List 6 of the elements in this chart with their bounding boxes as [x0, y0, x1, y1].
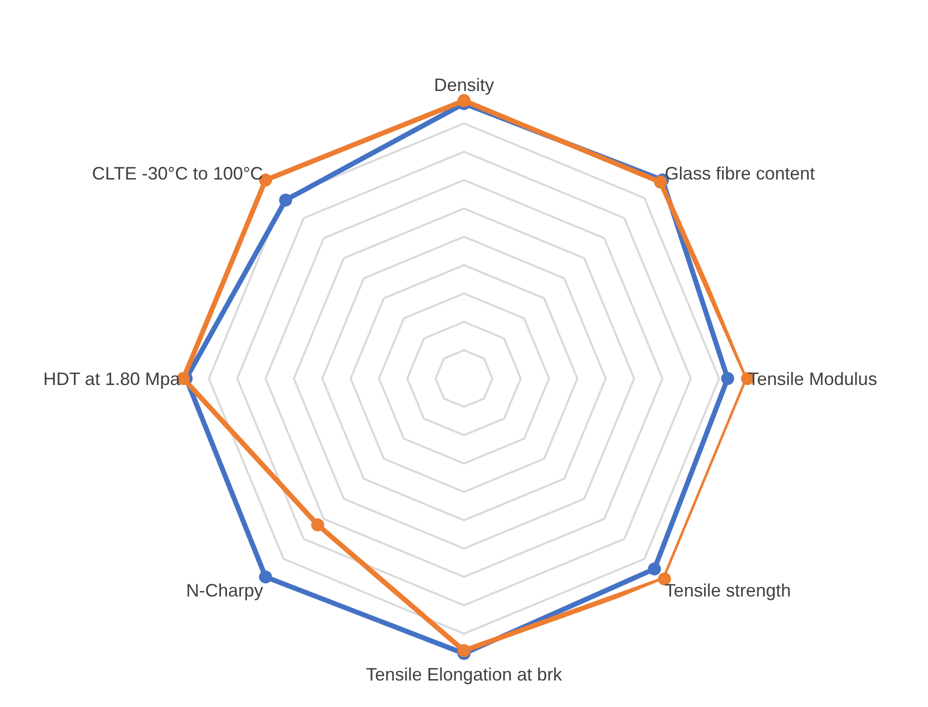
- spoke-label: CLTE -30°C to 100°C: [92, 164, 264, 184]
- spoke-label: Glass fibre content: [664, 164, 815, 184]
- spoke-label: Tensile strength: [664, 580, 791, 600]
- spoke-label: Density: [434, 74, 494, 95]
- spoke-label: Tensile Elongation at brk: [366, 664, 564, 684]
- spoke-label: N-Charpy: [186, 580, 264, 600]
